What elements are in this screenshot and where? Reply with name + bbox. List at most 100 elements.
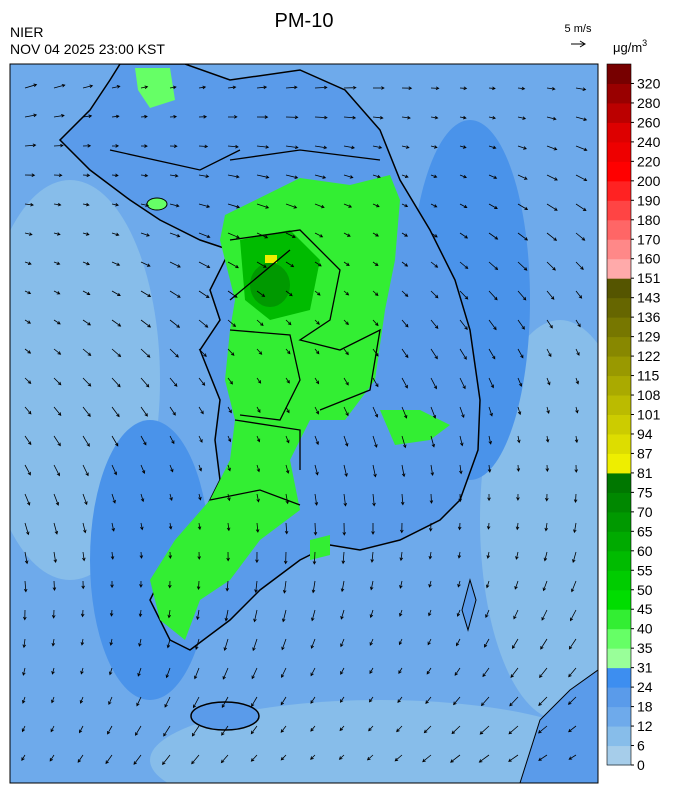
wind-arrow <box>575 203 587 212</box>
wind-arrow <box>24 435 32 446</box>
wind-arrow <box>575 290 583 299</box>
wind-arrow <box>198 232 211 239</box>
wind-arrow <box>542 580 548 592</box>
wind-arrow <box>192 696 200 709</box>
pm-area <box>150 175 400 640</box>
wind-arrow <box>567 696 577 705</box>
wind-arrow <box>285 493 290 505</box>
wind-arrow <box>227 493 231 502</box>
wind-arrow <box>227 144 239 149</box>
wind-arrow <box>169 348 179 358</box>
wind-arrow <box>430 145 438 149</box>
wind-arrow <box>256 435 261 443</box>
wind-arrow <box>515 551 519 560</box>
colorbar-label: 0 <box>637 757 645 773</box>
colorbar-label: 75 <box>637 484 653 500</box>
wind-arrow <box>517 145 527 150</box>
wind-arrow <box>140 144 148 148</box>
colorbar-label: 220 <box>637 153 661 169</box>
wind-arrow <box>53 493 60 506</box>
colorbar-label: 260 <box>637 114 661 130</box>
wind-arrow <box>340 667 345 675</box>
colorbar-segment <box>607 433 631 454</box>
wind-arrow <box>140 377 150 388</box>
wind-arrow <box>314 290 321 296</box>
wind-arrow <box>111 203 119 207</box>
wind-vectors <box>21 83 588 766</box>
wind-arrow <box>517 435 521 444</box>
wind-arrow <box>285 319 292 326</box>
wind-arrow <box>514 580 519 590</box>
wind-arrow <box>310 667 316 677</box>
wind-arrow <box>428 522 433 532</box>
wind-arrow <box>169 144 178 148</box>
island <box>461 578 477 632</box>
wind-arrow <box>49 754 55 762</box>
colorbar-segment <box>607 297 631 318</box>
colorbar-label: 101 <box>637 407 661 423</box>
wind-arrow <box>568 667 577 678</box>
colorbar-label: 81 <box>637 465 653 481</box>
wind-arrow <box>109 609 114 617</box>
colorbar-segment <box>607 258 631 279</box>
wind-arrow <box>545 493 549 502</box>
wind-arrow <box>53 522 59 535</box>
wind-arrow <box>82 464 89 477</box>
wind-scale-arrowhead <box>579 40 586 48</box>
wind-arrow <box>459 145 467 149</box>
wind-arrow <box>314 435 319 446</box>
wind-arrow <box>369 580 374 591</box>
wind-arrow <box>82 84 94 89</box>
wind-arrow <box>280 696 287 706</box>
wind-arrow <box>485 609 490 619</box>
wind-arrow <box>427 638 432 646</box>
wind-arrow <box>538 754 548 761</box>
wind-arrow <box>310 696 316 704</box>
wind-arrow <box>430 406 437 419</box>
wind-arrow <box>256 85 268 90</box>
wind-arrow <box>314 377 320 385</box>
wind-arrow <box>256 493 260 503</box>
wind-arrow <box>282 580 287 594</box>
wind-arrow <box>139 551 144 559</box>
wind-arrow <box>516 464 521 472</box>
colorbar-label: 108 <box>637 387 661 403</box>
wind-arrow <box>540 638 548 650</box>
wind-arrow <box>368 725 374 732</box>
wind-arrow <box>169 435 175 445</box>
wind-arrow <box>343 464 348 477</box>
colorbar-segment <box>607 161 631 182</box>
wind-arrow <box>488 348 496 360</box>
wind-arrow <box>140 85 149 89</box>
wind-arrow <box>111 377 121 388</box>
wind-arrow <box>165 667 171 679</box>
wind-arrow <box>488 319 497 331</box>
wind-arrow <box>82 261 90 266</box>
wind-arrow <box>459 464 463 475</box>
province-border <box>109 149 381 171</box>
colorbar-segment <box>607 180 631 201</box>
wind-arrow <box>372 145 383 150</box>
wind-arrow <box>372 203 380 208</box>
wind-arrow <box>198 144 209 149</box>
wind-arrow <box>546 319 553 329</box>
wind-arrow <box>285 115 299 120</box>
wind-arrow <box>546 406 550 414</box>
wind-arrow <box>251 667 258 680</box>
wind-arrow <box>140 261 151 267</box>
wind-arrow <box>82 290 91 296</box>
wind-arrow <box>401 115 411 120</box>
wind-arrow <box>430 290 439 299</box>
province-border <box>209 229 381 506</box>
wind-arrow <box>544 522 549 532</box>
wind-arrow <box>340 638 345 648</box>
wind-arrow <box>82 202 90 207</box>
wind-arrow <box>343 145 355 150</box>
wind-arrow <box>198 464 202 472</box>
wind-arrow <box>111 114 120 119</box>
wind-arrow <box>572 551 577 563</box>
wind-arrow <box>488 261 499 271</box>
wind-arrow <box>280 754 287 761</box>
wind-arrow <box>24 83 38 89</box>
wind-arrow <box>24 113 38 118</box>
